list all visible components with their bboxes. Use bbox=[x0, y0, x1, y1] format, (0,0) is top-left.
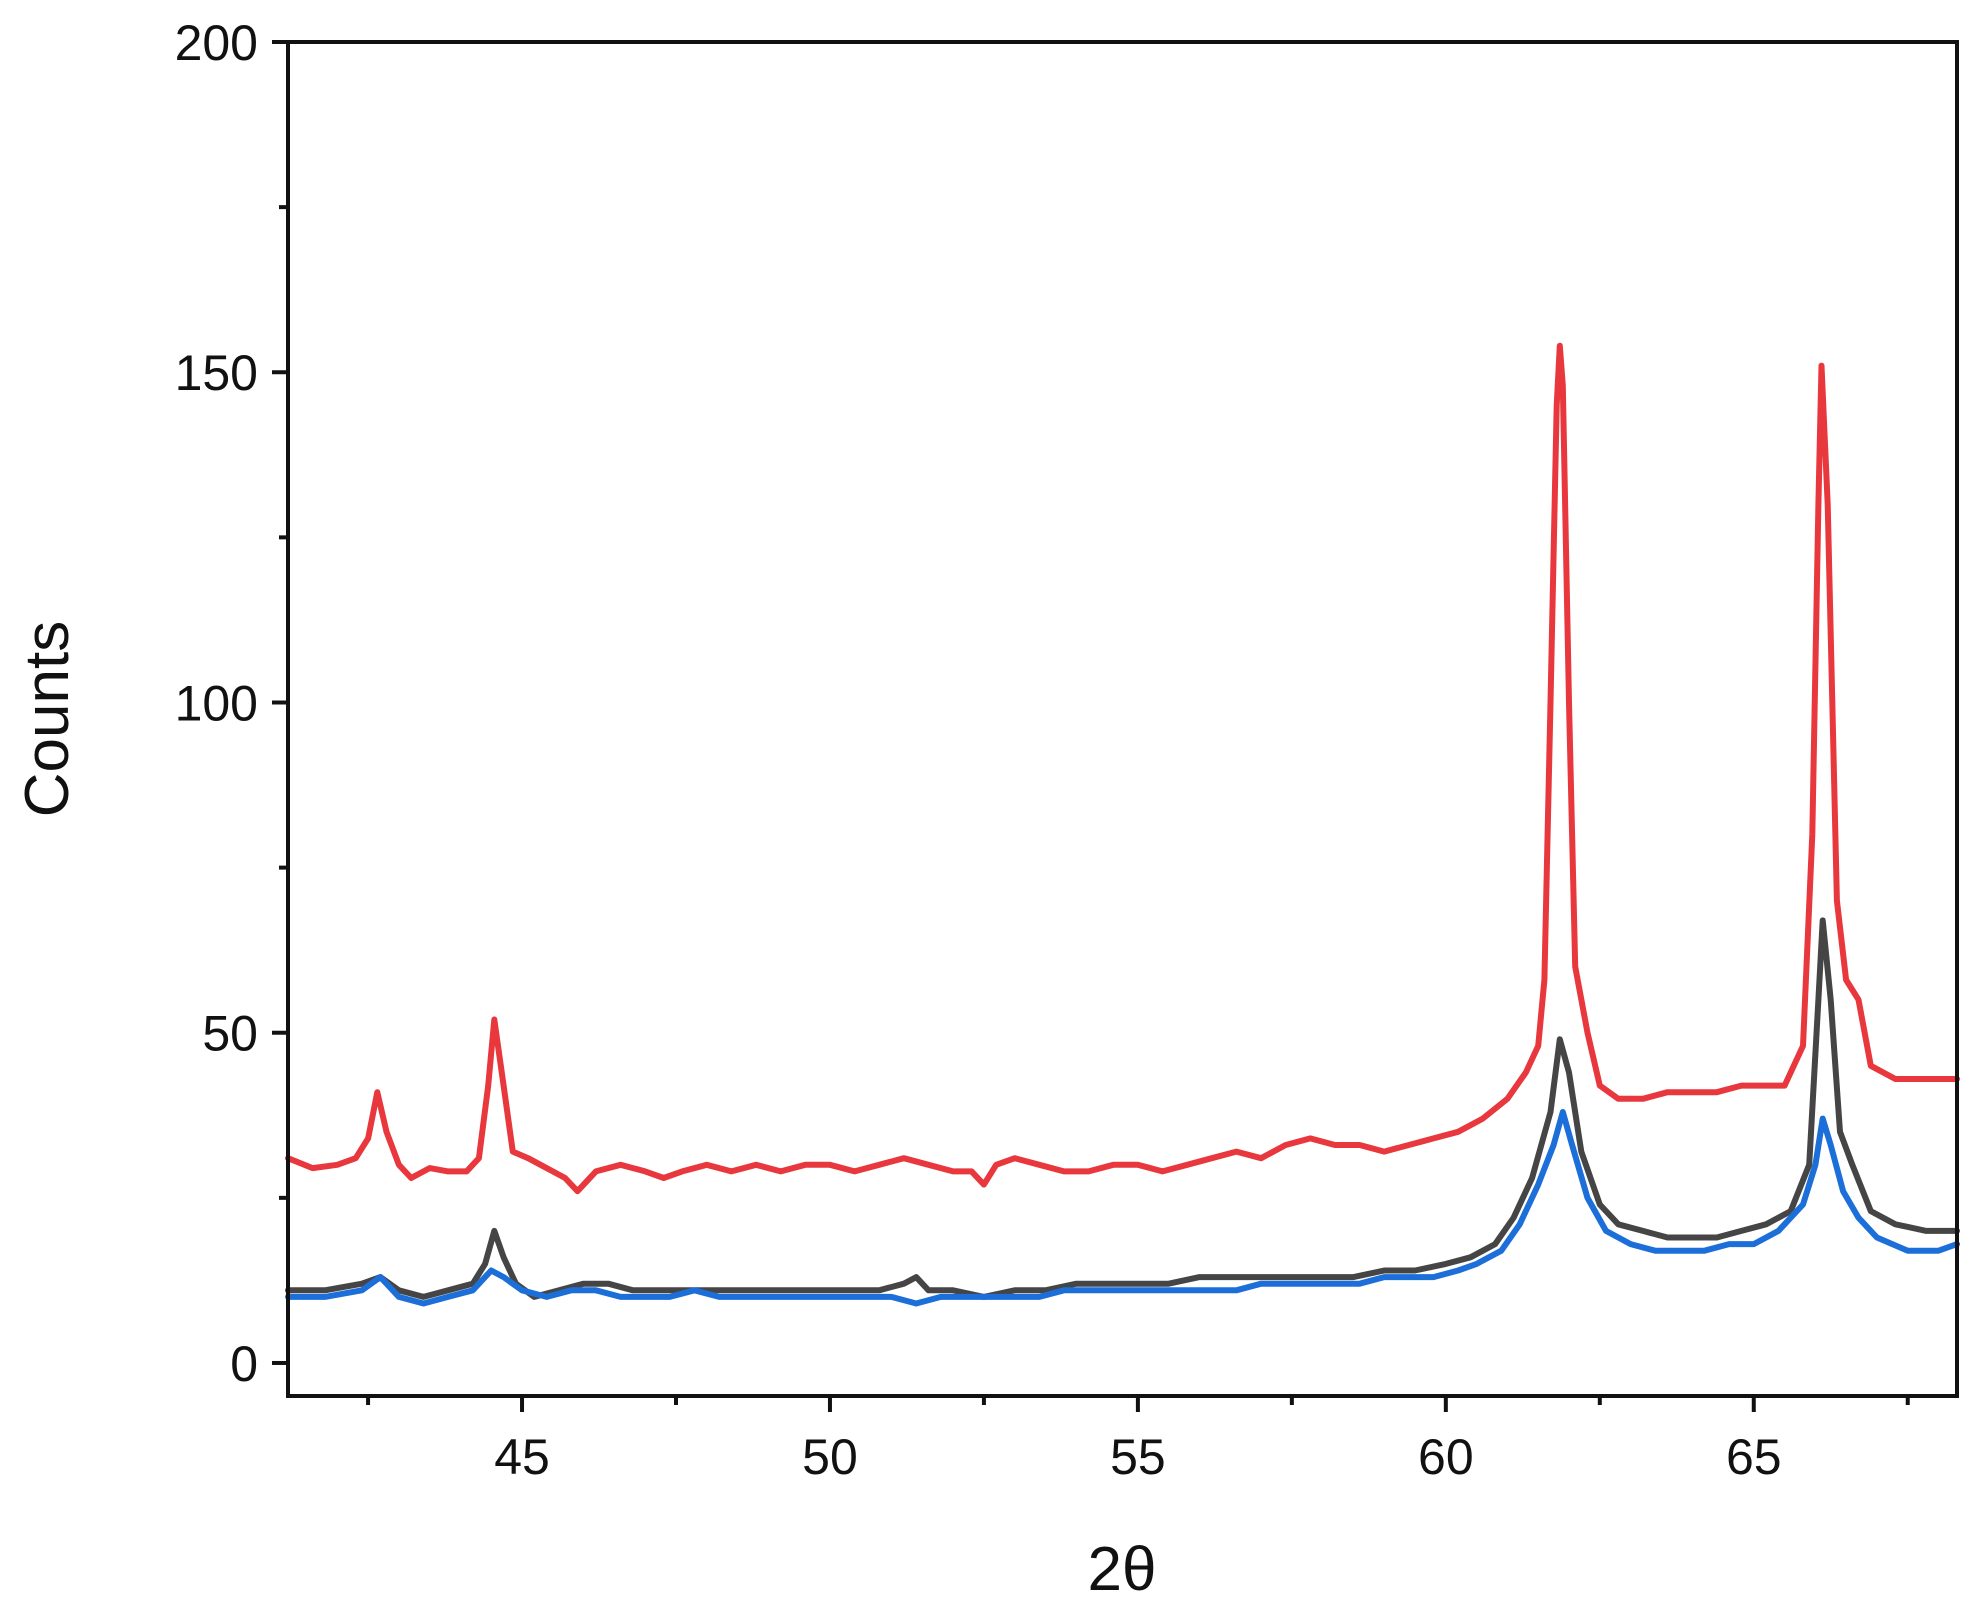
y-tick-label: 200 bbox=[175, 15, 258, 71]
y-axis-title: Counts bbox=[13, 621, 82, 817]
x-tick-label: 55 bbox=[1110, 1429, 1166, 1485]
series-line-1 bbox=[285, 342, 1960, 1195]
series-line-3 bbox=[285, 1109, 1960, 1307]
plot-frame bbox=[286, 40, 1959, 1398]
y-tick-label: 50 bbox=[202, 1006, 258, 1062]
x-tick-label: 65 bbox=[1726, 1429, 1782, 1485]
x-axis: 45 50 55 60 65 bbox=[366, 1396, 1910, 1485]
x-tick-label: 60 bbox=[1418, 1429, 1474, 1485]
y-tick-label: 0 bbox=[230, 1336, 258, 1392]
series-line-2 bbox=[285, 917, 1960, 1300]
x-tick-label: 45 bbox=[494, 1429, 550, 1485]
y-tick-label: 100 bbox=[175, 675, 258, 731]
y-axis: 0 50 100 150 200 bbox=[175, 15, 288, 1392]
y-tick-label: 150 bbox=[175, 345, 258, 401]
x-axis-title: 2θ bbox=[1088, 1535, 1157, 1604]
series-layer bbox=[285, 342, 1960, 1307]
x-tick-label: 50 bbox=[802, 1429, 858, 1485]
